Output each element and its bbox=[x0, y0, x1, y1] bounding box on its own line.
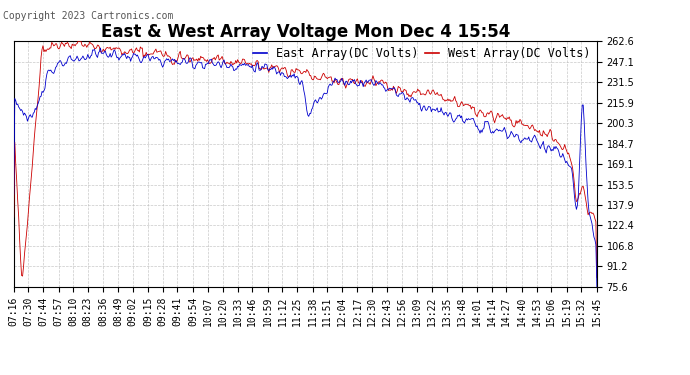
Text: Copyright 2023 Cartronics.com: Copyright 2023 Cartronics.com bbox=[3, 11, 174, 21]
Legend: East Array(DC Volts), West Array(DC Volts): East Array(DC Volts), West Array(DC Volt… bbox=[248, 42, 595, 65]
Title: East & West Array Voltage Mon Dec 4 15:54: East & West Array Voltage Mon Dec 4 15:5… bbox=[101, 23, 510, 41]
